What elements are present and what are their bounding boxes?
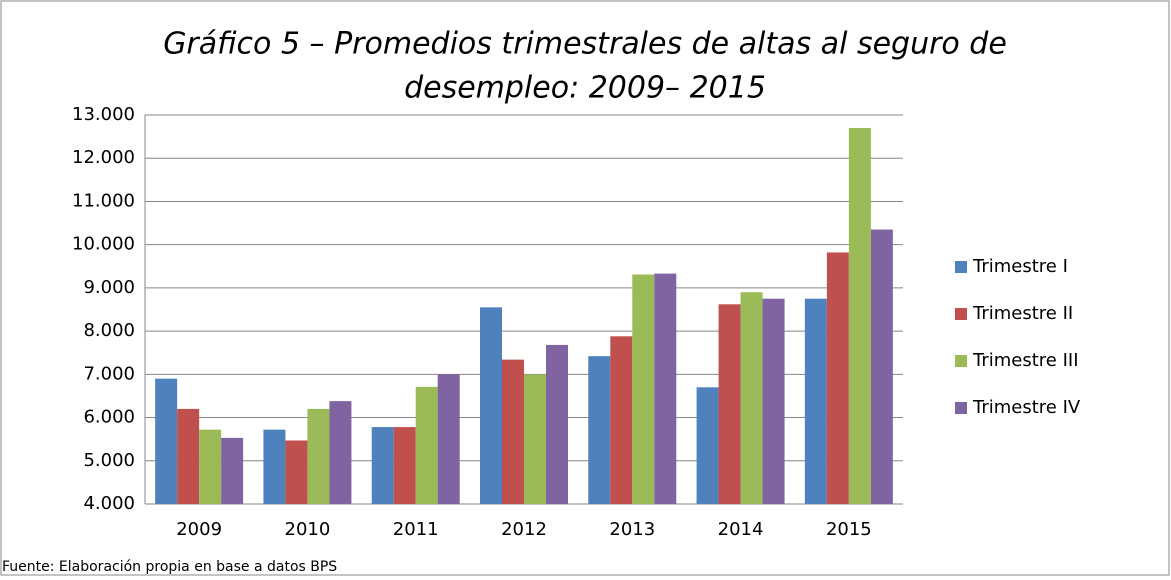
bar xyxy=(870,229,893,505)
bar xyxy=(371,427,394,504)
bar xyxy=(480,307,502,504)
x-tick-label: 2010 xyxy=(285,519,331,540)
bar xyxy=(654,273,677,504)
bar xyxy=(804,298,827,504)
bar xyxy=(718,304,741,504)
bar xyxy=(696,387,719,504)
y-tick-label: 8.000 xyxy=(83,320,135,341)
y-tick-label: 4.000 xyxy=(83,493,135,514)
bar xyxy=(199,429,222,504)
bar xyxy=(221,437,244,504)
chart-title: desempleo: 2009– 2015 xyxy=(404,71,766,106)
bar xyxy=(610,336,633,504)
x-tick-label: 2014 xyxy=(718,519,764,540)
bar xyxy=(632,274,655,504)
bar xyxy=(155,378,178,504)
legend-swatch xyxy=(955,355,967,367)
bar xyxy=(177,408,200,504)
legend-swatch xyxy=(955,308,967,320)
chart-title: Gráfico 5 – Promedios trimestrales de al… xyxy=(163,27,1007,62)
bar xyxy=(263,429,286,504)
x-tick-label: 2011 xyxy=(393,519,439,540)
bar xyxy=(588,356,611,504)
bar xyxy=(848,127,871,504)
x-tick-label: 2009 xyxy=(176,519,222,540)
legend-label: Trimestre IV xyxy=(972,397,1081,418)
bar xyxy=(546,344,568,504)
y-tick-label: 7.000 xyxy=(83,363,135,384)
bar xyxy=(329,401,352,504)
bar xyxy=(307,408,330,504)
legend-swatch xyxy=(955,261,967,273)
bar xyxy=(740,292,763,504)
y-tick-label: 10.000 xyxy=(72,234,135,255)
y-tick-label: 12.000 xyxy=(72,147,135,168)
bar xyxy=(826,252,849,504)
legend-label: Trimestre II xyxy=(972,303,1073,324)
x-tick-label: 2012 xyxy=(501,519,547,540)
source-note: Fuente: Elaboración propia en base a dat… xyxy=(2,559,337,575)
legend-swatch xyxy=(955,402,967,414)
bar xyxy=(415,386,438,504)
bar xyxy=(762,298,785,504)
legend-label: Trimestre III xyxy=(972,350,1079,371)
y-tick-label: 9.000 xyxy=(83,277,135,298)
bar xyxy=(285,440,308,504)
y-tick-label: 11.000 xyxy=(72,190,135,211)
bar xyxy=(437,374,460,504)
y-tick-label: 6.000 xyxy=(83,407,135,428)
legend-label: Trimestre I xyxy=(972,256,1068,277)
y-tick-label: 5.000 xyxy=(83,450,135,471)
x-tick-label: 2013 xyxy=(609,519,655,540)
bar xyxy=(502,359,524,504)
bar xyxy=(524,374,546,504)
x-tick-label: 2015 xyxy=(826,519,872,540)
bar xyxy=(393,427,416,504)
y-tick-label: 13.000 xyxy=(72,104,135,125)
